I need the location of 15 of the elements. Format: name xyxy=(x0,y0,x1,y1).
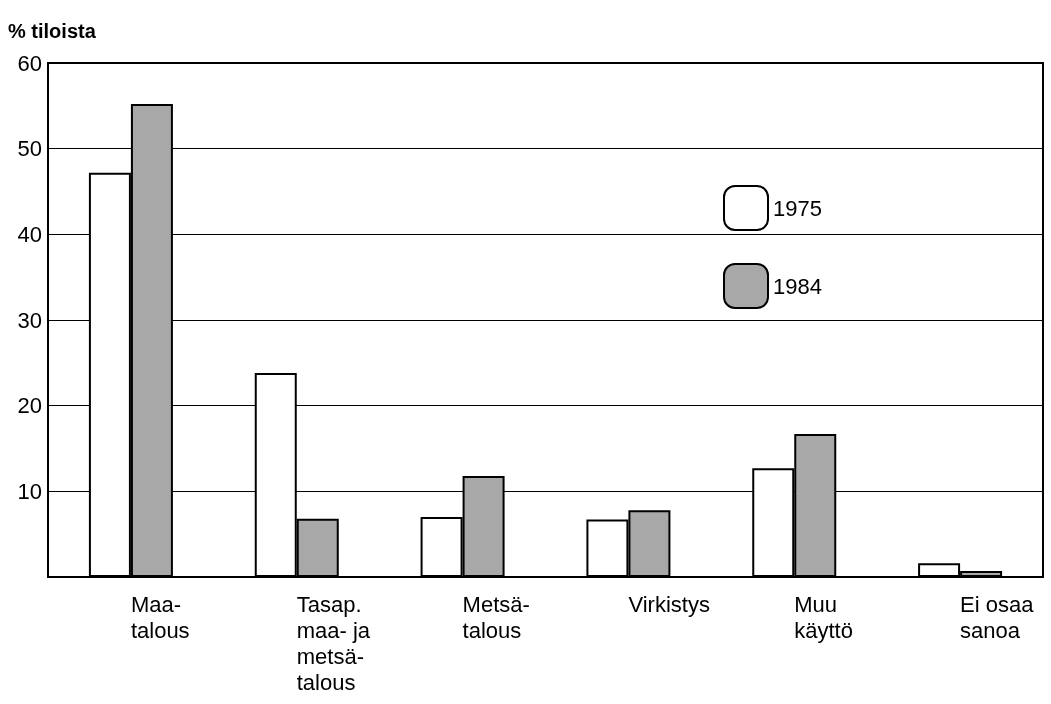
y-tick-label: 10 xyxy=(17,478,42,504)
x-tick-label: Virkistys xyxy=(628,591,710,617)
x-tick-label: Tasap. maa- ja metsä- talous xyxy=(296,591,371,695)
y-tick-label: 20 xyxy=(17,393,42,419)
y-tick-label: 40 xyxy=(17,221,42,247)
x-tick-label: Ei osaa sanoa xyxy=(960,591,1035,643)
y-tick-label: 60 xyxy=(17,50,42,76)
x-tick-label: Muu käyttö xyxy=(794,591,853,643)
x-tick-label: Metsä- talous xyxy=(462,591,530,643)
x-tick-label: Maa- talous xyxy=(130,591,190,643)
y-tick-label: 50 xyxy=(17,136,42,162)
legend-label: 1984 xyxy=(773,273,822,299)
legend-label: 1975 xyxy=(773,195,822,221)
y-axis-title: % tiloista xyxy=(8,20,97,42)
y-tick-label: 30 xyxy=(17,307,42,333)
